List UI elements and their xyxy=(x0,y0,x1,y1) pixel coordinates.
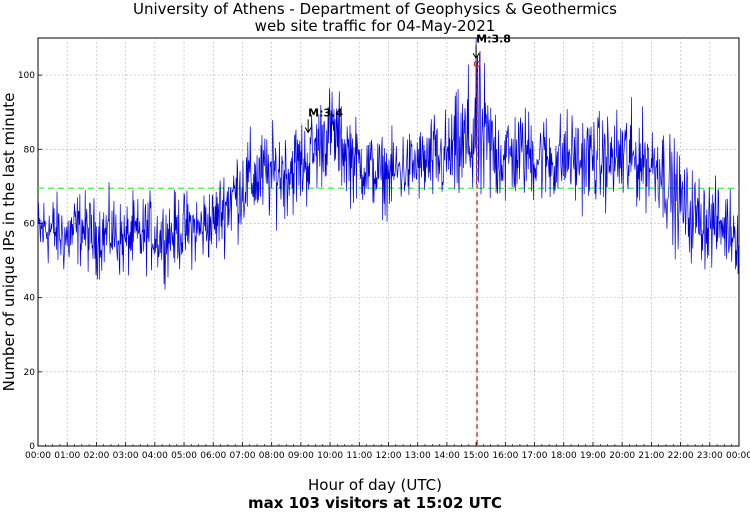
annotation-label: M:3.4 xyxy=(308,106,343,119)
traffic-line xyxy=(37,37,740,290)
x-tick-label: 17:00 xyxy=(522,451,548,461)
x-tick-label: 22:00 xyxy=(668,451,694,461)
x-tick-label: 03:00 xyxy=(113,451,139,461)
x-tick-label: 23:00 xyxy=(697,451,723,461)
x-tick-label: 19:00 xyxy=(580,451,606,461)
x-tick-label: 14:00 xyxy=(434,451,460,461)
y-tick-label: 40 xyxy=(24,294,36,304)
max-point-circle xyxy=(473,60,481,68)
x-tick-label: 02:00 xyxy=(83,451,109,461)
x-tick-label: 15:00 xyxy=(463,451,489,461)
x-tick-label: 18:00 xyxy=(551,451,577,461)
y-tick-label: 60 xyxy=(24,219,36,229)
y-axis-label: Number of unique IPs in the last minute xyxy=(0,92,18,392)
x-tick-label: 21:00 xyxy=(638,451,664,461)
y-ticks: 0 20 40 60 80 100 xyxy=(18,71,42,452)
y-tick-label: 0 xyxy=(29,442,35,452)
chart-subtitle: web site traffic for 04-May-2021 xyxy=(254,17,496,35)
y-tick-label: 100 xyxy=(18,71,35,81)
x-tick-label: 11:00 xyxy=(346,451,372,461)
annotations: M:3.4 M:3.8 xyxy=(304,32,511,134)
max-caption: max 103 visitors at 15:02 UTC xyxy=(247,494,503,512)
x-tick-label: 10:00 xyxy=(317,451,343,461)
max-marker xyxy=(473,60,481,446)
chart-title: University of Athens - Department of Geo… xyxy=(133,0,617,18)
x-tick-label: 08:00 xyxy=(259,451,285,461)
grid-lines xyxy=(38,38,739,446)
y-tick-label: 80 xyxy=(24,145,36,155)
x-tick-label: 00:00 xyxy=(25,451,51,461)
annotation-arrow-head xyxy=(472,52,480,60)
x-tick-label: 05:00 xyxy=(171,451,197,461)
x-tick-label: 00:00 xyxy=(726,451,750,461)
y-tick-label: 20 xyxy=(24,368,36,378)
x-tick-label: 06:00 xyxy=(200,451,226,461)
traffic-series xyxy=(37,37,740,290)
x-tick-label: 12:00 xyxy=(376,451,402,461)
x-tick-label: 04:00 xyxy=(142,451,168,461)
x-tick-label: 20:00 xyxy=(609,451,635,461)
annotation-label: M:3.8 xyxy=(476,32,511,45)
annotation-arrow-head xyxy=(304,127,312,134)
x-axis-label: Hour of day (UTC) xyxy=(308,476,442,494)
x-tick-label: 16:00 xyxy=(492,451,518,461)
x-tick-label: 13:00 xyxy=(405,451,431,461)
x-tick-label: 07:00 xyxy=(229,451,255,461)
x-ticks: 00:00 01:00 02:00 03:00 04:00 05:00 06:00 07:00… xyxy=(25,442,750,461)
x-tick-label: 09:00 xyxy=(288,451,314,461)
x-tick-label: 01:00 xyxy=(54,451,80,461)
